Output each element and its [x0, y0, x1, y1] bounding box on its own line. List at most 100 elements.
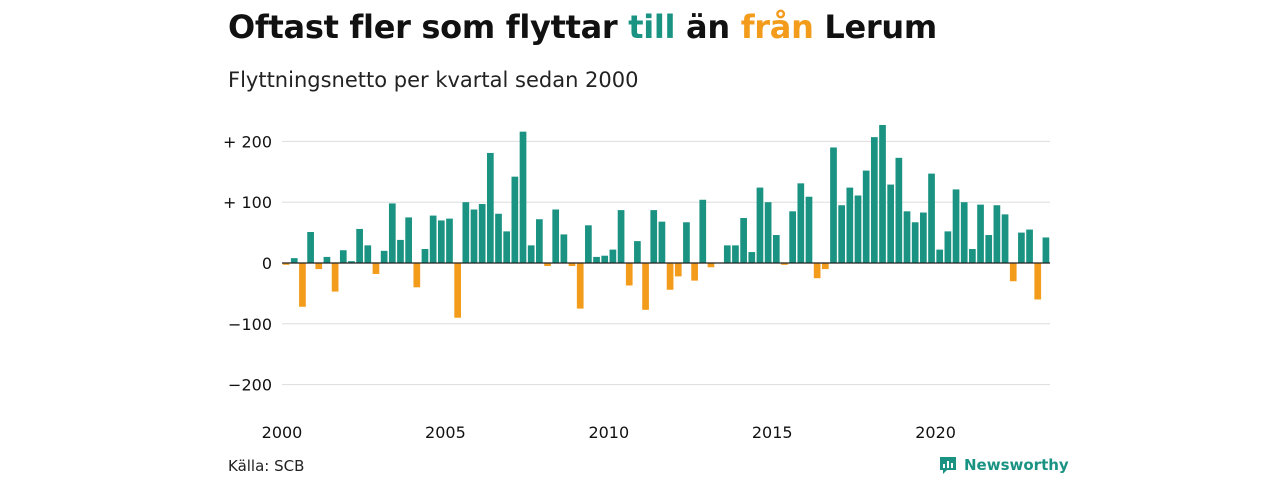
bar — [503, 231, 511, 263]
bar — [527, 245, 535, 263]
bar — [846, 187, 854, 263]
bar — [1042, 237, 1050, 263]
title-part-1: Oftast fler som flyttar — [228, 8, 629, 46]
bar — [944, 231, 952, 263]
bar — [576, 263, 584, 309]
bar — [568, 263, 576, 267]
bar — [544, 263, 551, 267]
title-part-3: Lerum — [813, 8, 937, 46]
bar — [1018, 232, 1025, 263]
bar — [928, 173, 935, 263]
x-tick-label: 2000 — [262, 423, 303, 442]
bar — [519, 131, 527, 263]
bar — [634, 241, 641, 263]
bar — [650, 210, 658, 263]
bar — [552, 209, 560, 263]
bar — [454, 263, 462, 318]
bar — [421, 249, 429, 263]
title-part-2: än — [675, 8, 741, 46]
x-tick-label: 2005 — [425, 423, 466, 442]
bar — [674, 263, 682, 277]
bar — [495, 213, 502, 263]
bar — [470, 209, 478, 263]
bar — [903, 211, 911, 263]
bar — [609, 249, 617, 263]
source-note: Källa: SCB — [228, 457, 305, 475]
bar — [838, 205, 846, 263]
bar — [977, 204, 984, 263]
bar — [601, 255, 609, 263]
chart-title: Oftast fler som flyttar till än från Ler… — [228, 8, 937, 46]
brand-logo: Newsworthy — [938, 455, 1069, 475]
bar — [887, 184, 895, 263]
bar — [348, 261, 355, 263]
bar — [920, 212, 927, 263]
bar — [413, 263, 421, 288]
bar — [511, 176, 519, 263]
bar — [339, 250, 347, 263]
bar — [437, 220, 445, 263]
bar — [895, 157, 903, 263]
bar — [854, 195, 862, 263]
bar — [593, 256, 600, 263]
bar — [380, 250, 388, 263]
bar — [307, 231, 314, 263]
bar — [993, 205, 1001, 263]
bar — [372, 263, 380, 274]
bar — [936, 249, 944, 263]
bar — [805, 196, 813, 263]
bar — [756, 187, 764, 263]
bar — [870, 137, 878, 263]
bar — [405, 217, 412, 263]
bar — [748, 252, 756, 263]
bar — [642, 263, 649, 310]
bar — [911, 222, 919, 263]
brand-name: Newsworthy — [964, 456, 1069, 474]
bar — [683, 222, 690, 263]
bar — [446, 218, 453, 263]
newsworthy-logo-icon — [940, 457, 956, 474]
bar — [789, 211, 796, 263]
bar — [356, 228, 363, 263]
bar — [764, 202, 772, 263]
y-tick-label: −100 — [228, 315, 272, 334]
y-axis-ticks: + 200 + 100 0 −100 −200 — [223, 132, 272, 394]
bars — [282, 124, 1050, 318]
bar — [290, 258, 298, 263]
bar — [315, 263, 323, 270]
bar — [960, 202, 968, 263]
bar — [1009, 263, 1017, 282]
bar — [772, 235, 780, 263]
x-axis-ticks: 2000 2005 2010 2015 2020 — [262, 423, 956, 442]
bar — [952, 189, 960, 263]
bar — [732, 245, 739, 263]
bar — [879, 124, 886, 263]
bar — [821, 263, 829, 270]
bar — [707, 263, 715, 268]
bar — [658, 221, 666, 263]
bar — [585, 225, 592, 263]
x-tick-label: 2020 — [915, 423, 956, 442]
bar — [486, 152, 494, 263]
bar — [691, 263, 698, 281]
y-tick-label: + 100 — [223, 193, 272, 212]
bar — [388, 203, 396, 263]
bar — [985, 235, 993, 263]
x-tick-label: 2010 — [588, 423, 629, 442]
bar — [813, 263, 821, 279]
bar — [862, 170, 870, 263]
bar — [1034, 263, 1042, 300]
bar — [723, 245, 731, 263]
bar — [323, 256, 331, 263]
bar — [536, 219, 543, 263]
y-tick-label: + 200 — [223, 132, 272, 151]
y-tick-label: −200 — [228, 376, 272, 395]
title-till-highlight: till — [628, 8, 676, 46]
bar — [830, 147, 837, 263]
bar — [462, 202, 470, 263]
chart-subtitle: Flyttningsnetto per kvartal sedan 2000 — [228, 68, 639, 92]
bar — [364, 245, 372, 263]
bar — [969, 249, 976, 263]
bar — [397, 239, 404, 263]
